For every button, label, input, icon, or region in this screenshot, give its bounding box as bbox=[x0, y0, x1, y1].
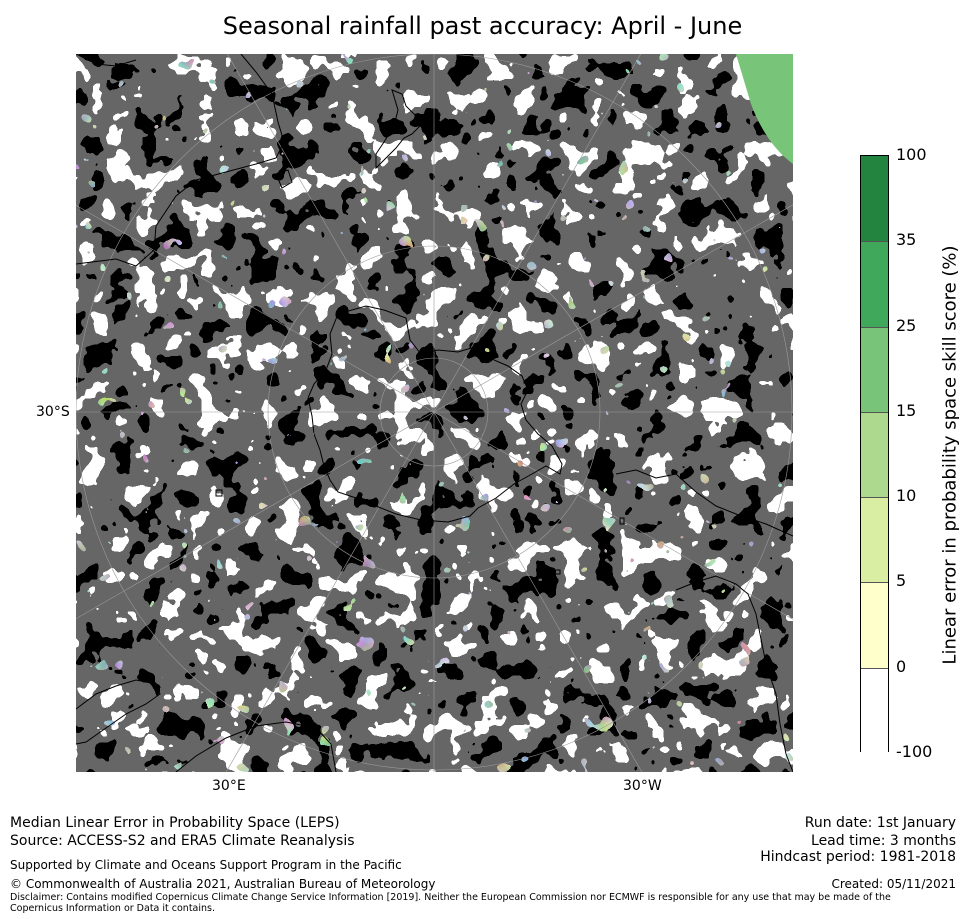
colorbar-tick-label: 0 bbox=[896, 656, 907, 676]
meridian-line bbox=[433, 411, 643, 772]
coast-south-america bbox=[615, 469, 793, 772]
coast-antarctica bbox=[307, 305, 563, 523]
colorbar-tick-label: 25 bbox=[896, 315, 917, 335]
colorbar-bin bbox=[861, 326, 888, 412]
colorbar-tick-label: 5 bbox=[896, 571, 907, 591]
colorbar-tick-label: -100 bbox=[896, 742, 933, 761]
hindcast-period: Hindcast period: 1981-2018 bbox=[760, 849, 956, 865]
coast-australia bbox=[76, 54, 285, 267]
colorbar-bin bbox=[861, 582, 888, 668]
created-date: Created: 05/11/2021 bbox=[831, 877, 956, 891]
meridian-line bbox=[225, 411, 435, 772]
colorbar-tick-label: 15 bbox=[896, 400, 917, 420]
colorbar-tick-label: 10 bbox=[896, 486, 917, 506]
coastlines bbox=[76, 54, 793, 772]
footer-source: Source: ACCESS-S2 and ERA5 Climate Reana… bbox=[10, 833, 355, 849]
footer-leps: Median Linear Error in Probability Space… bbox=[10, 815, 340, 831]
colorbar-tick-label: 35 bbox=[896, 230, 917, 250]
colorbar bbox=[860, 155, 889, 753]
latitude-label-30s: 30°S bbox=[36, 404, 70, 420]
meridian-line bbox=[76, 204, 435, 413]
chart-title: Seasonal rainfall past accuracy: April -… bbox=[222, 12, 743, 40]
graticule bbox=[76, 54, 793, 772]
footer-copyright: © Commonwealth of Australia 2021, Austra… bbox=[10, 877, 436, 891]
colorbar-bin bbox=[861, 497, 888, 583]
colorbar-label: Linear error in probability space skill … bbox=[939, 245, 961, 665]
meridian-line bbox=[76, 411, 435, 620]
meridian-line bbox=[433, 54, 642, 413]
colorbar-bin bbox=[861, 156, 888, 242]
meridian-line bbox=[433, 204, 793, 413]
colorbar-bin bbox=[861, 667, 888, 753]
colorbar-tick-label: 100 bbox=[896, 145, 927, 164]
longitude-label-30e: 30°E bbox=[212, 778, 246, 794]
meridian-line bbox=[226, 54, 435, 413]
footer-support: Supported by Climate and Oceans Support … bbox=[10, 858, 402, 872]
footer-disclaimer: Disclaimer: Contains modified Copernicus… bbox=[10, 892, 891, 914]
run-date: Run date: 1st January bbox=[804, 815, 956, 831]
colorbar-bin bbox=[861, 411, 888, 498]
colorbar-bin bbox=[861, 241, 888, 327]
longitude-label-30w: 30°W bbox=[623, 778, 662, 794]
coast-south-africa bbox=[76, 679, 337, 772]
south-polar-map bbox=[76, 54, 793, 772]
map-panel bbox=[76, 54, 793, 772]
meridian-line bbox=[433, 411, 793, 620]
skill-patch-northeast bbox=[736, 54, 793, 164]
coast-tasmania bbox=[275, 169, 293, 189]
coast-islands bbox=[215, 489, 625, 575]
coast-new-zealand bbox=[375, 89, 421, 170]
lead-time: Lead time: 3 months bbox=[811, 833, 956, 849]
